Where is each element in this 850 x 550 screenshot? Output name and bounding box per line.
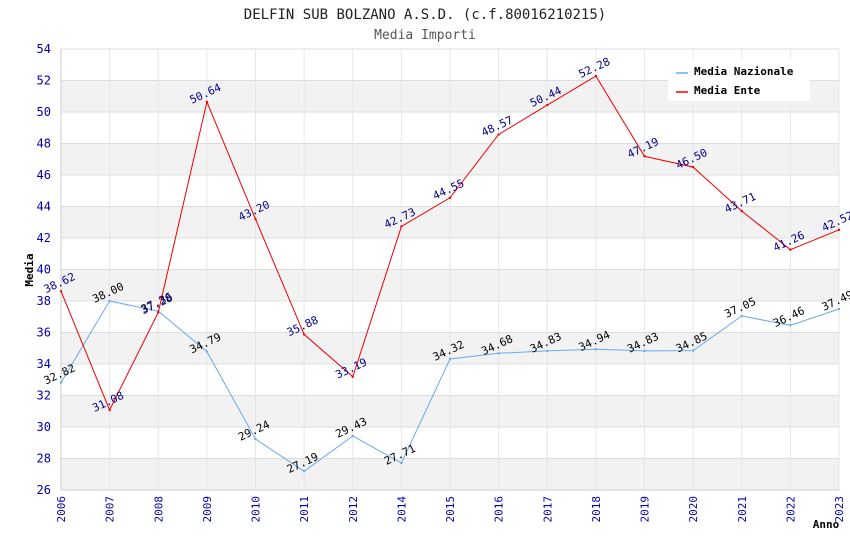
data-point — [643, 155, 646, 158]
y-axis-ticks: 26 28 30 32 34 36 38 40 42 44 46 48 50 52 54 — [37, 42, 51, 497]
data-point — [546, 349, 549, 353]
x-tick-label: 2014 — [395, 496, 408, 523]
y-tick-label: 38 — [37, 294, 51, 308]
data-point — [691, 165, 695, 169]
data-point — [837, 307, 841, 311]
y-tick-label: 54 — [37, 42, 51, 56]
data-point — [254, 437, 257, 441]
data-point — [351, 375, 354, 378]
data-point — [740, 314, 743, 318]
chart-title: DELFIN SUB BOLZANO A.S.D. (c.f.800162102… — [244, 7, 606, 23]
legend-label-media-ente: Media Ente — [694, 84, 761, 97]
data-point — [497, 133, 500, 136]
data-point — [789, 324, 792, 327]
y-tick-label: 52 — [37, 74, 51, 88]
y-tick-label: 44 — [37, 200, 51, 214]
y-tick-label: 48 — [37, 137, 51, 151]
data-point — [594, 347, 598, 351]
data-point — [546, 103, 549, 107]
data-point — [594, 74, 598, 78]
x-tick-label: 2015 — [444, 496, 457, 523]
y-tick-label: 26 — [37, 483, 51, 497]
x-tick-label: 2018 — [590, 496, 603, 523]
series-lines — [59, 74, 841, 473]
x-tick-label: 2020 — [687, 496, 700, 523]
data-point — [205, 100, 209, 104]
x-tick-label: 2010 — [250, 496, 263, 523]
x-tick-label: 2023 — [833, 496, 846, 523]
x-tick-label: 2016 — [493, 496, 506, 523]
y-tick-label: 36 — [37, 326, 51, 340]
y-tick-label: 40 — [37, 263, 51, 277]
data-point — [400, 461, 403, 465]
data-point — [108, 408, 111, 412]
data-point — [254, 217, 257, 221]
data-point — [740, 209, 743, 213]
data-point — [448, 196, 452, 200]
data-point — [205, 350, 209, 353]
y-tick-label: 30 — [37, 420, 51, 434]
data-point — [108, 299, 111, 303]
data-point — [837, 228, 841, 232]
data-point — [691, 349, 695, 352]
legend: Media Nazionale Media Ente — [668, 59, 810, 101]
y-tick-label: 32 — [37, 389, 51, 403]
legend-box — [668, 59, 810, 101]
x-tick-label: 2009 — [201, 496, 214, 523]
x-axis-label: Anno — [813, 518, 840, 531]
data-point — [497, 352, 500, 355]
x-tick-label: 2008 — [152, 496, 165, 523]
data-point — [448, 357, 452, 361]
data-point — [302, 333, 306, 336]
data-point — [643, 349, 646, 353]
data-point — [302, 470, 306, 473]
data-point — [59, 290, 63, 293]
x-tick-label: 2006 — [55, 496, 68, 523]
y-tick-label: 50 — [37, 105, 51, 119]
x-axis-ticks: 2006 2007 2008 2009 2010 2011 2012 2014 2015 2016… — [55, 496, 846, 523]
y-tick-label: 46 — [37, 168, 51, 182]
x-tick-label: 2022 — [784, 496, 797, 523]
y-tick-label: 42 — [37, 231, 51, 245]
x-tick-label: 2007 — [104, 496, 117, 523]
legend-label-media-nazionale: Media Nazionale — [694, 65, 794, 78]
x-tick-label: 2019 — [639, 496, 652, 523]
gridlines — [60, 48, 840, 491]
x-tick-label: 2012 — [347, 496, 360, 523]
data-point — [157, 311, 160, 314]
x-tick-label: 2021 — [736, 496, 749, 523]
data-point — [400, 225, 403, 228]
data-point — [351, 434, 354, 438]
y-tick-label: 28 — [37, 452, 51, 466]
y-tick-label: 34 — [37, 357, 51, 371]
y-axis-label: Media — [23, 253, 36, 286]
data-point — [59, 381, 63, 384]
x-tick-label: 2011 — [298, 496, 311, 523]
data-point — [789, 248, 792, 251]
chart-subtitle: Media Importi — [374, 28, 476, 43]
x-tick-label: 2017 — [541, 496, 554, 523]
